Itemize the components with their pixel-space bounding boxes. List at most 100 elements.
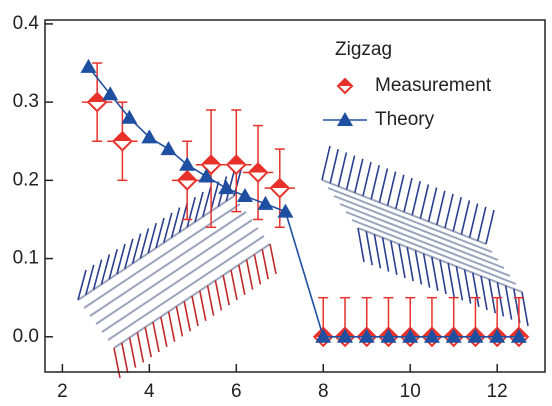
legend-title: Zigzag xyxy=(335,39,392,60)
legend-marker xyxy=(336,77,354,95)
legend-label: Theory xyxy=(375,109,435,130)
spin-arrow xyxy=(444,193,454,229)
spin-arrow xyxy=(403,177,413,213)
triangle-marker xyxy=(315,328,332,343)
spin-arrow xyxy=(160,316,168,347)
y-tick-label: 0.1 xyxy=(13,248,39,269)
spin-arrow xyxy=(422,253,431,288)
spin-arrow xyxy=(136,332,145,363)
lattice-row xyxy=(83,203,241,309)
spin-arrow xyxy=(373,234,382,269)
triangle-marker xyxy=(467,328,484,343)
spin-arrow xyxy=(485,209,495,245)
triangle-marker xyxy=(380,328,397,343)
spin-arrow xyxy=(92,259,103,290)
diamond-marker xyxy=(269,177,291,199)
x-tick-label: 4 xyxy=(144,381,155,402)
diamond-marker xyxy=(200,154,222,176)
spin-arrow xyxy=(222,275,230,306)
spin-arrow xyxy=(191,295,199,327)
spin-arrow xyxy=(194,191,204,223)
spin-arrow xyxy=(128,337,137,368)
spin-arrow xyxy=(225,170,235,202)
spin-arrow xyxy=(209,181,220,212)
spin-arrow xyxy=(370,165,380,200)
spin-arrow xyxy=(167,311,176,342)
triangle-marker xyxy=(198,168,215,183)
spin-arrow xyxy=(357,227,365,263)
diamond-marker xyxy=(176,169,198,191)
lattice-row xyxy=(107,235,265,341)
y-tick-label: 0.4 xyxy=(13,13,40,34)
spin-arrow xyxy=(206,285,215,316)
spin-arrow xyxy=(108,248,118,280)
diamond-marker xyxy=(225,154,247,176)
spin-arrow xyxy=(121,342,129,373)
spin-arrow xyxy=(436,190,446,225)
spin-arrow xyxy=(321,145,331,181)
spin-arrow xyxy=(147,222,157,254)
y-tick-label: 0.0 xyxy=(13,326,39,347)
spin-arrow xyxy=(116,243,126,275)
x-tick-label: 6 xyxy=(231,381,242,402)
triangle-marker xyxy=(277,203,294,218)
spin-arrow xyxy=(144,327,152,358)
spin-arrow xyxy=(381,237,390,272)
spin-arrow xyxy=(337,152,348,187)
spin-arrow xyxy=(238,264,246,295)
spin-arrow xyxy=(186,196,196,228)
lattice-row xyxy=(333,195,499,261)
spin-arrow xyxy=(414,250,423,285)
spin-arrow xyxy=(85,264,95,296)
legend-marker xyxy=(337,112,353,126)
triangle-marker xyxy=(160,141,177,156)
spin-arrow xyxy=(152,321,160,353)
lattice-row xyxy=(351,219,517,285)
spin-arrow xyxy=(183,301,191,332)
spin-arrow xyxy=(406,247,414,282)
spin-arrow xyxy=(170,207,181,238)
spin-arrow xyxy=(175,306,184,337)
spin-arrow xyxy=(504,285,513,320)
spin-arrow xyxy=(178,202,189,233)
spin-arrow xyxy=(214,280,223,311)
spin-arrow xyxy=(477,206,487,241)
spin-arrow xyxy=(365,231,373,266)
diamond-marker xyxy=(111,130,133,152)
triangle-marker xyxy=(402,328,419,343)
spin-arrow xyxy=(100,254,111,285)
spin-arrow xyxy=(230,269,238,301)
spin-arrow xyxy=(113,347,121,379)
spin-arrow xyxy=(233,165,243,197)
lattice-row xyxy=(89,211,247,317)
spin-arrow xyxy=(460,200,471,235)
spin-arrow xyxy=(378,168,389,203)
spin-arrow xyxy=(163,212,173,244)
spin-arrow xyxy=(480,275,488,311)
spin-arrow xyxy=(362,161,372,197)
x-tick-label: 8 xyxy=(318,381,329,402)
lattice-row xyxy=(327,187,493,253)
spin-arrow xyxy=(202,186,212,218)
spin-arrow xyxy=(329,149,339,184)
spin-arrow xyxy=(77,269,87,301)
triangle-marker xyxy=(80,58,97,73)
triangle-marker xyxy=(337,328,353,343)
spin-arrow xyxy=(345,155,356,190)
x-tick-label: 10 xyxy=(400,381,421,402)
lattice-row xyxy=(101,227,259,333)
triangle-marker xyxy=(218,180,235,195)
spin-arrow xyxy=(395,174,405,209)
diamond-marker xyxy=(247,162,269,183)
diamond-marker xyxy=(86,91,108,113)
spin-arrow xyxy=(419,184,430,219)
spin-arrow xyxy=(354,158,364,193)
triangle-marker xyxy=(121,109,138,124)
spin-arrow xyxy=(269,243,277,275)
plot-frame xyxy=(44,19,546,373)
triangle-marker xyxy=(257,195,274,210)
y-tick-label: 0.2 xyxy=(13,169,39,190)
lattice-row xyxy=(95,219,253,325)
triangle-marker xyxy=(445,328,462,343)
